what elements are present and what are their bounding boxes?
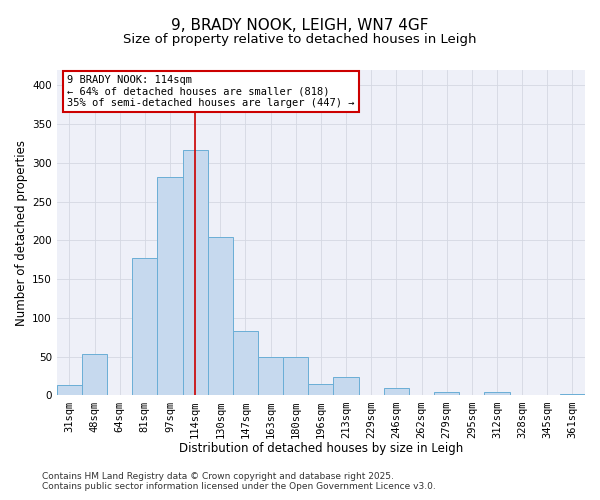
- Bar: [560, 394, 585, 396]
- Text: Size of property relative to detached houses in Leigh: Size of property relative to detached ho…: [123, 32, 477, 46]
- X-axis label: Distribution of detached houses by size in Leigh: Distribution of detached houses by size …: [179, 442, 463, 455]
- Bar: [182, 150, 208, 396]
- Bar: [434, 392, 459, 396]
- Text: Contains public sector information licensed under the Open Government Licence v3: Contains public sector information licen…: [42, 482, 436, 491]
- Text: 9 BRADY NOOK: 114sqm
← 64% of detached houses are smaller (818)
35% of semi-deta: 9 BRADY NOOK: 114sqm ← 64% of detached h…: [67, 75, 355, 108]
- Text: 9, BRADY NOOK, LEIGH, WN7 4GF: 9, BRADY NOOK, LEIGH, WN7 4GF: [171, 18, 429, 32]
- Bar: [484, 392, 509, 396]
- Bar: [283, 356, 308, 396]
- Bar: [82, 354, 107, 396]
- Bar: [57, 384, 82, 396]
- Bar: [157, 177, 182, 396]
- Text: Contains HM Land Registry data © Crown copyright and database right 2025.: Contains HM Land Registry data © Crown c…: [42, 472, 394, 481]
- Bar: [132, 258, 157, 396]
- Bar: [308, 384, 334, 396]
- Bar: [334, 377, 359, 396]
- Bar: [384, 388, 409, 396]
- Bar: [233, 331, 258, 396]
- Bar: [208, 238, 233, 396]
- Bar: [258, 356, 283, 396]
- Y-axis label: Number of detached properties: Number of detached properties: [15, 140, 28, 326]
